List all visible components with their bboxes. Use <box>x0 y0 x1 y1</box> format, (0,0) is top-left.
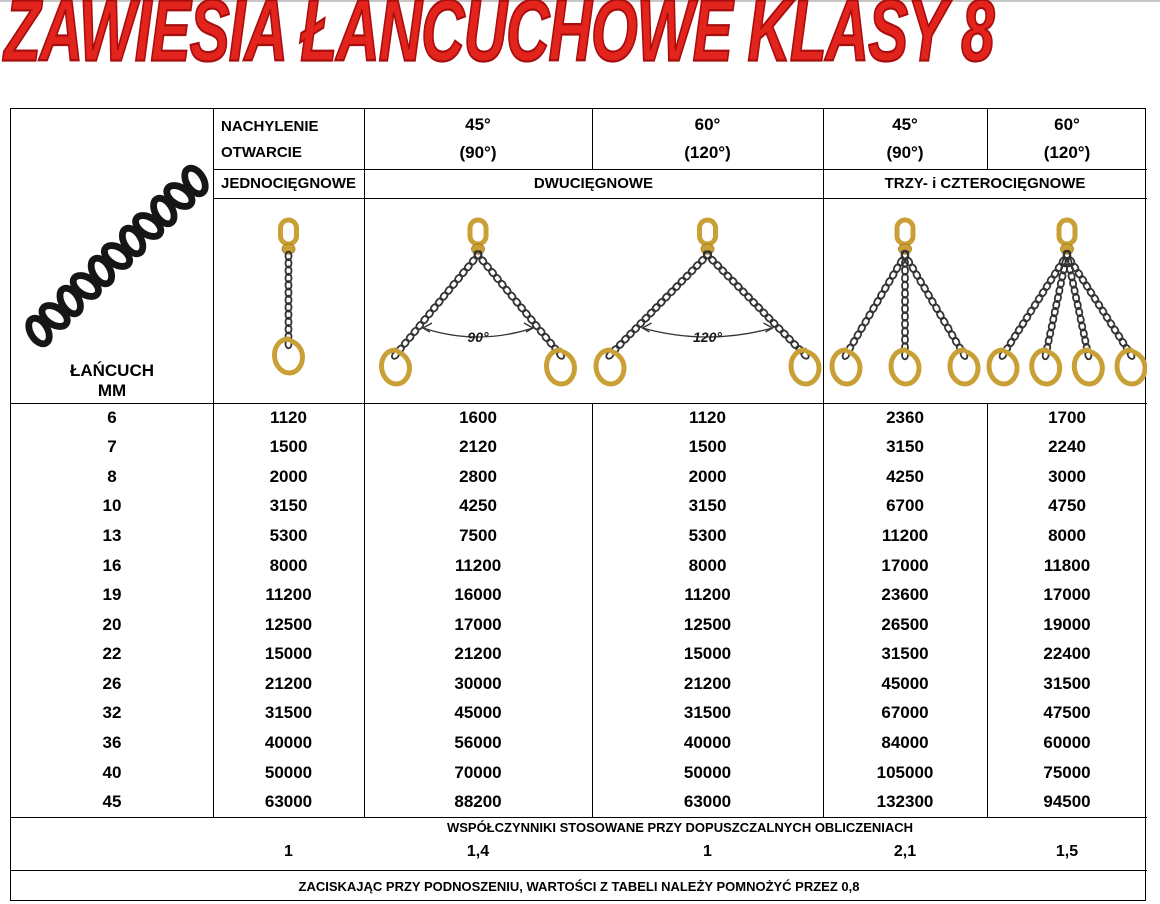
svg-text:120°: 120° <box>693 329 722 345</box>
svg-text:90°: 90° <box>467 329 489 345</box>
